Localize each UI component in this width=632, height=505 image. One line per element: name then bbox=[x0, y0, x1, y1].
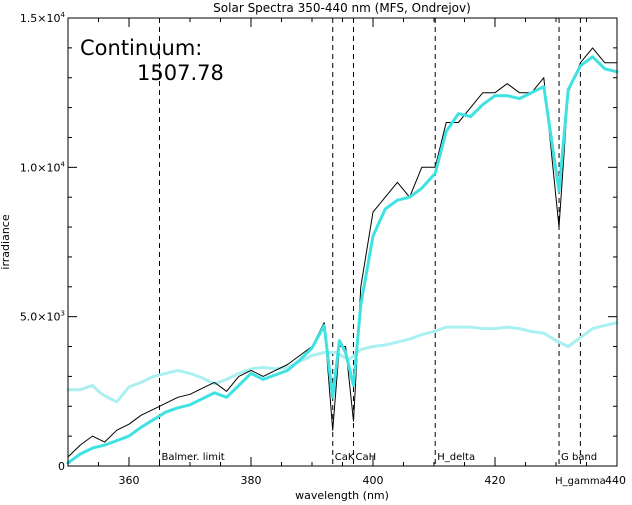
x-tick-label: 360 bbox=[119, 474, 140, 487]
axis-ticks bbox=[67, 17, 618, 467]
spectral-line-label: Balmer. limit bbox=[162, 452, 225, 463]
continuum-label: Continuum: bbox=[80, 36, 202, 60]
x-tick-label: 380 bbox=[241, 474, 262, 487]
y-tick-label: 1.5×104 bbox=[20, 11, 66, 25]
x-tick-label: 420 bbox=[485, 474, 506, 487]
continuum-value: 1507.78 bbox=[137, 61, 224, 85]
chart-title: Solar Spectra 350-440 nm (MFS, Ondrejov) bbox=[213, 1, 471, 15]
series-layer bbox=[66, 47, 619, 465]
y-tick-label: 5.0×103 bbox=[20, 310, 65, 324]
y-tick-label: 0 bbox=[58, 460, 65, 473]
series-line-2 bbox=[66, 321, 619, 404]
plot-frame bbox=[67, 17, 618, 467]
x-tick-label: 400 bbox=[363, 474, 384, 487]
spectral-line-labels: Balmer. limit CaK CaH H_delta G band H_gamma bbox=[162, 452, 606, 487]
spectral-line-label: H_delta bbox=[437, 452, 475, 463]
series-line-0 bbox=[67, 47, 618, 458]
spectral-line-label: G band bbox=[561, 452, 597, 463]
axis-tick-labels: 360 380 400 420 440 0 5.0×103 1.0×104 1.5×104 bbox=[20, 11, 626, 487]
y-axis-label: irradiance bbox=[0, 214, 12, 269]
series-line-1 bbox=[66, 55, 619, 465]
x-axis-label: wavelength (nm) bbox=[295, 489, 389, 502]
spectral-line-label: H_gamma bbox=[555, 476, 606, 487]
x-tick-label: 440 bbox=[605, 474, 626, 487]
y-tick-label: 1.0×104 bbox=[20, 160, 66, 174]
spectral-line-label: CaK bbox=[335, 452, 355, 463]
spectral-line-markers bbox=[159, 18, 581, 466]
spectral-line-label: CaH bbox=[355, 452, 376, 463]
